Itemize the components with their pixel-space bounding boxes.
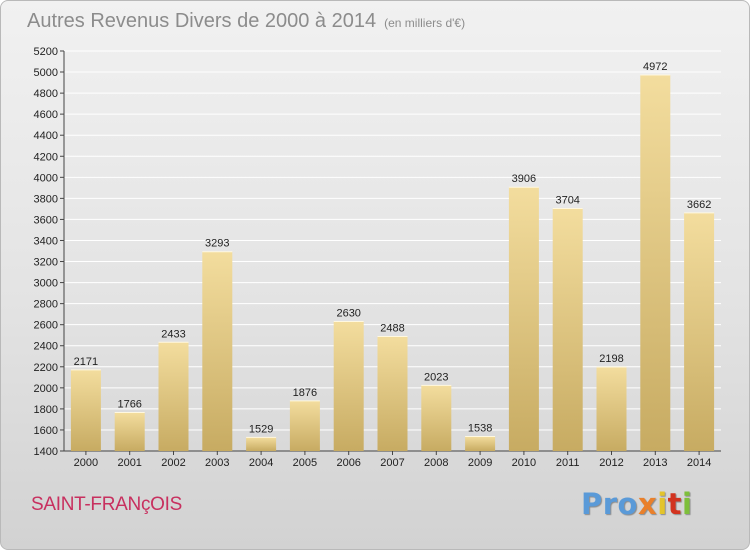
bar-value-label: 2171 — [74, 356, 98, 368]
y-tick-label: 2400 — [34, 341, 58, 353]
bar-value-label: 3293 — [205, 238, 229, 250]
x-tick-label: 2013 — [643, 457, 667, 469]
y-tick-label: 1600 — [34, 425, 58, 437]
x-tick-label: 2014 — [687, 457, 711, 469]
x-tick-label: 2007 — [380, 457, 404, 469]
x-tick-label: 2005 — [293, 457, 317, 469]
x-tick-label: 2003 — [205, 457, 229, 469]
y-tick-label: 1800 — [34, 404, 58, 416]
x-tick-label: 2006 — [336, 457, 360, 469]
y-tick-label: 3400 — [34, 235, 58, 247]
bar-value-label: 3662 — [687, 199, 711, 211]
y-tick-label: 4000 — [34, 172, 58, 184]
y-tick-label: 2800 — [34, 299, 58, 311]
bar — [333, 321, 364, 451]
x-tick-label: 2004 — [249, 457, 273, 469]
x-tick-label: 2012 — [599, 457, 623, 469]
bar — [377, 336, 408, 451]
bar-value-label: 1538 — [468, 422, 492, 434]
bar — [114, 412, 145, 451]
chart-title: Autres Revenus Divers de 2000 à 2014 (en … — [27, 10, 465, 33]
bar — [246, 437, 277, 451]
y-tick-label: 4400 — [34, 130, 58, 142]
y-tick-label: 1400 — [34, 446, 58, 458]
bar — [596, 367, 627, 451]
bar — [70, 369, 101, 451]
x-tick-label: 2000 — [74, 457, 98, 469]
x-tick-label: 2001 — [117, 457, 141, 469]
y-tick-label: 3000 — [34, 278, 58, 290]
unit-note: (en milliers d'€) — [384, 16, 466, 30]
commune-name: SAINT-FRANçOIS — [31, 494, 182, 515]
y-tick-label: 4600 — [34, 109, 58, 121]
y-tick-label: 5000 — [34, 67, 58, 79]
bar — [684, 212, 715, 451]
bar — [640, 75, 671, 451]
bar-value-label: 2198 — [599, 353, 623, 365]
bar-value-label: 3704 — [555, 194, 579, 206]
y-tick-label: 4800 — [34, 88, 58, 100]
x-tick-label: 2010 — [512, 457, 536, 469]
bar — [552, 208, 583, 451]
x-tick-label: 2009 — [468, 457, 492, 469]
y-tick-label: 2000 — [34, 383, 58, 395]
y-tick-label: 3200 — [34, 257, 58, 269]
bar-value-label: 1876 — [293, 387, 317, 399]
bar — [508, 187, 539, 452]
x-tick-label: 2011 — [556, 457, 580, 469]
bar-value-label: 2433 — [161, 328, 185, 340]
bar-value-label: 4972 — [643, 61, 667, 73]
y-tick-label: 3800 — [34, 193, 58, 205]
bar — [202, 251, 233, 451]
proxiti-logo: Proxiti — [581, 487, 693, 521]
bar-value-label: 3906 — [512, 173, 536, 185]
bar-value-label: 2630 — [336, 308, 360, 320]
bar — [158, 342, 189, 451]
y-tick-label: 5200 — [34, 46, 58, 58]
y-tick-label: 2200 — [34, 362, 58, 374]
bar-value-label: 1766 — [117, 398, 141, 410]
chart-title-text: Autres Revenus Divers de 2000 à 2014 — [27, 10, 377, 32]
y-tick-label: 2600 — [34, 320, 58, 332]
x-tick-label: 2002 — [161, 457, 185, 469]
x-tick-label: 2008 — [424, 457, 448, 469]
bar — [421, 385, 452, 451]
y-tick-label: 4200 — [34, 151, 58, 163]
y-tick-label: 3600 — [34, 214, 58, 226]
bar-value-label: 1529 — [249, 423, 273, 435]
bar-value-label: 2488 — [380, 322, 404, 334]
bar-value-label: 2023 — [424, 371, 448, 383]
bar — [465, 436, 496, 451]
bar — [289, 400, 320, 451]
